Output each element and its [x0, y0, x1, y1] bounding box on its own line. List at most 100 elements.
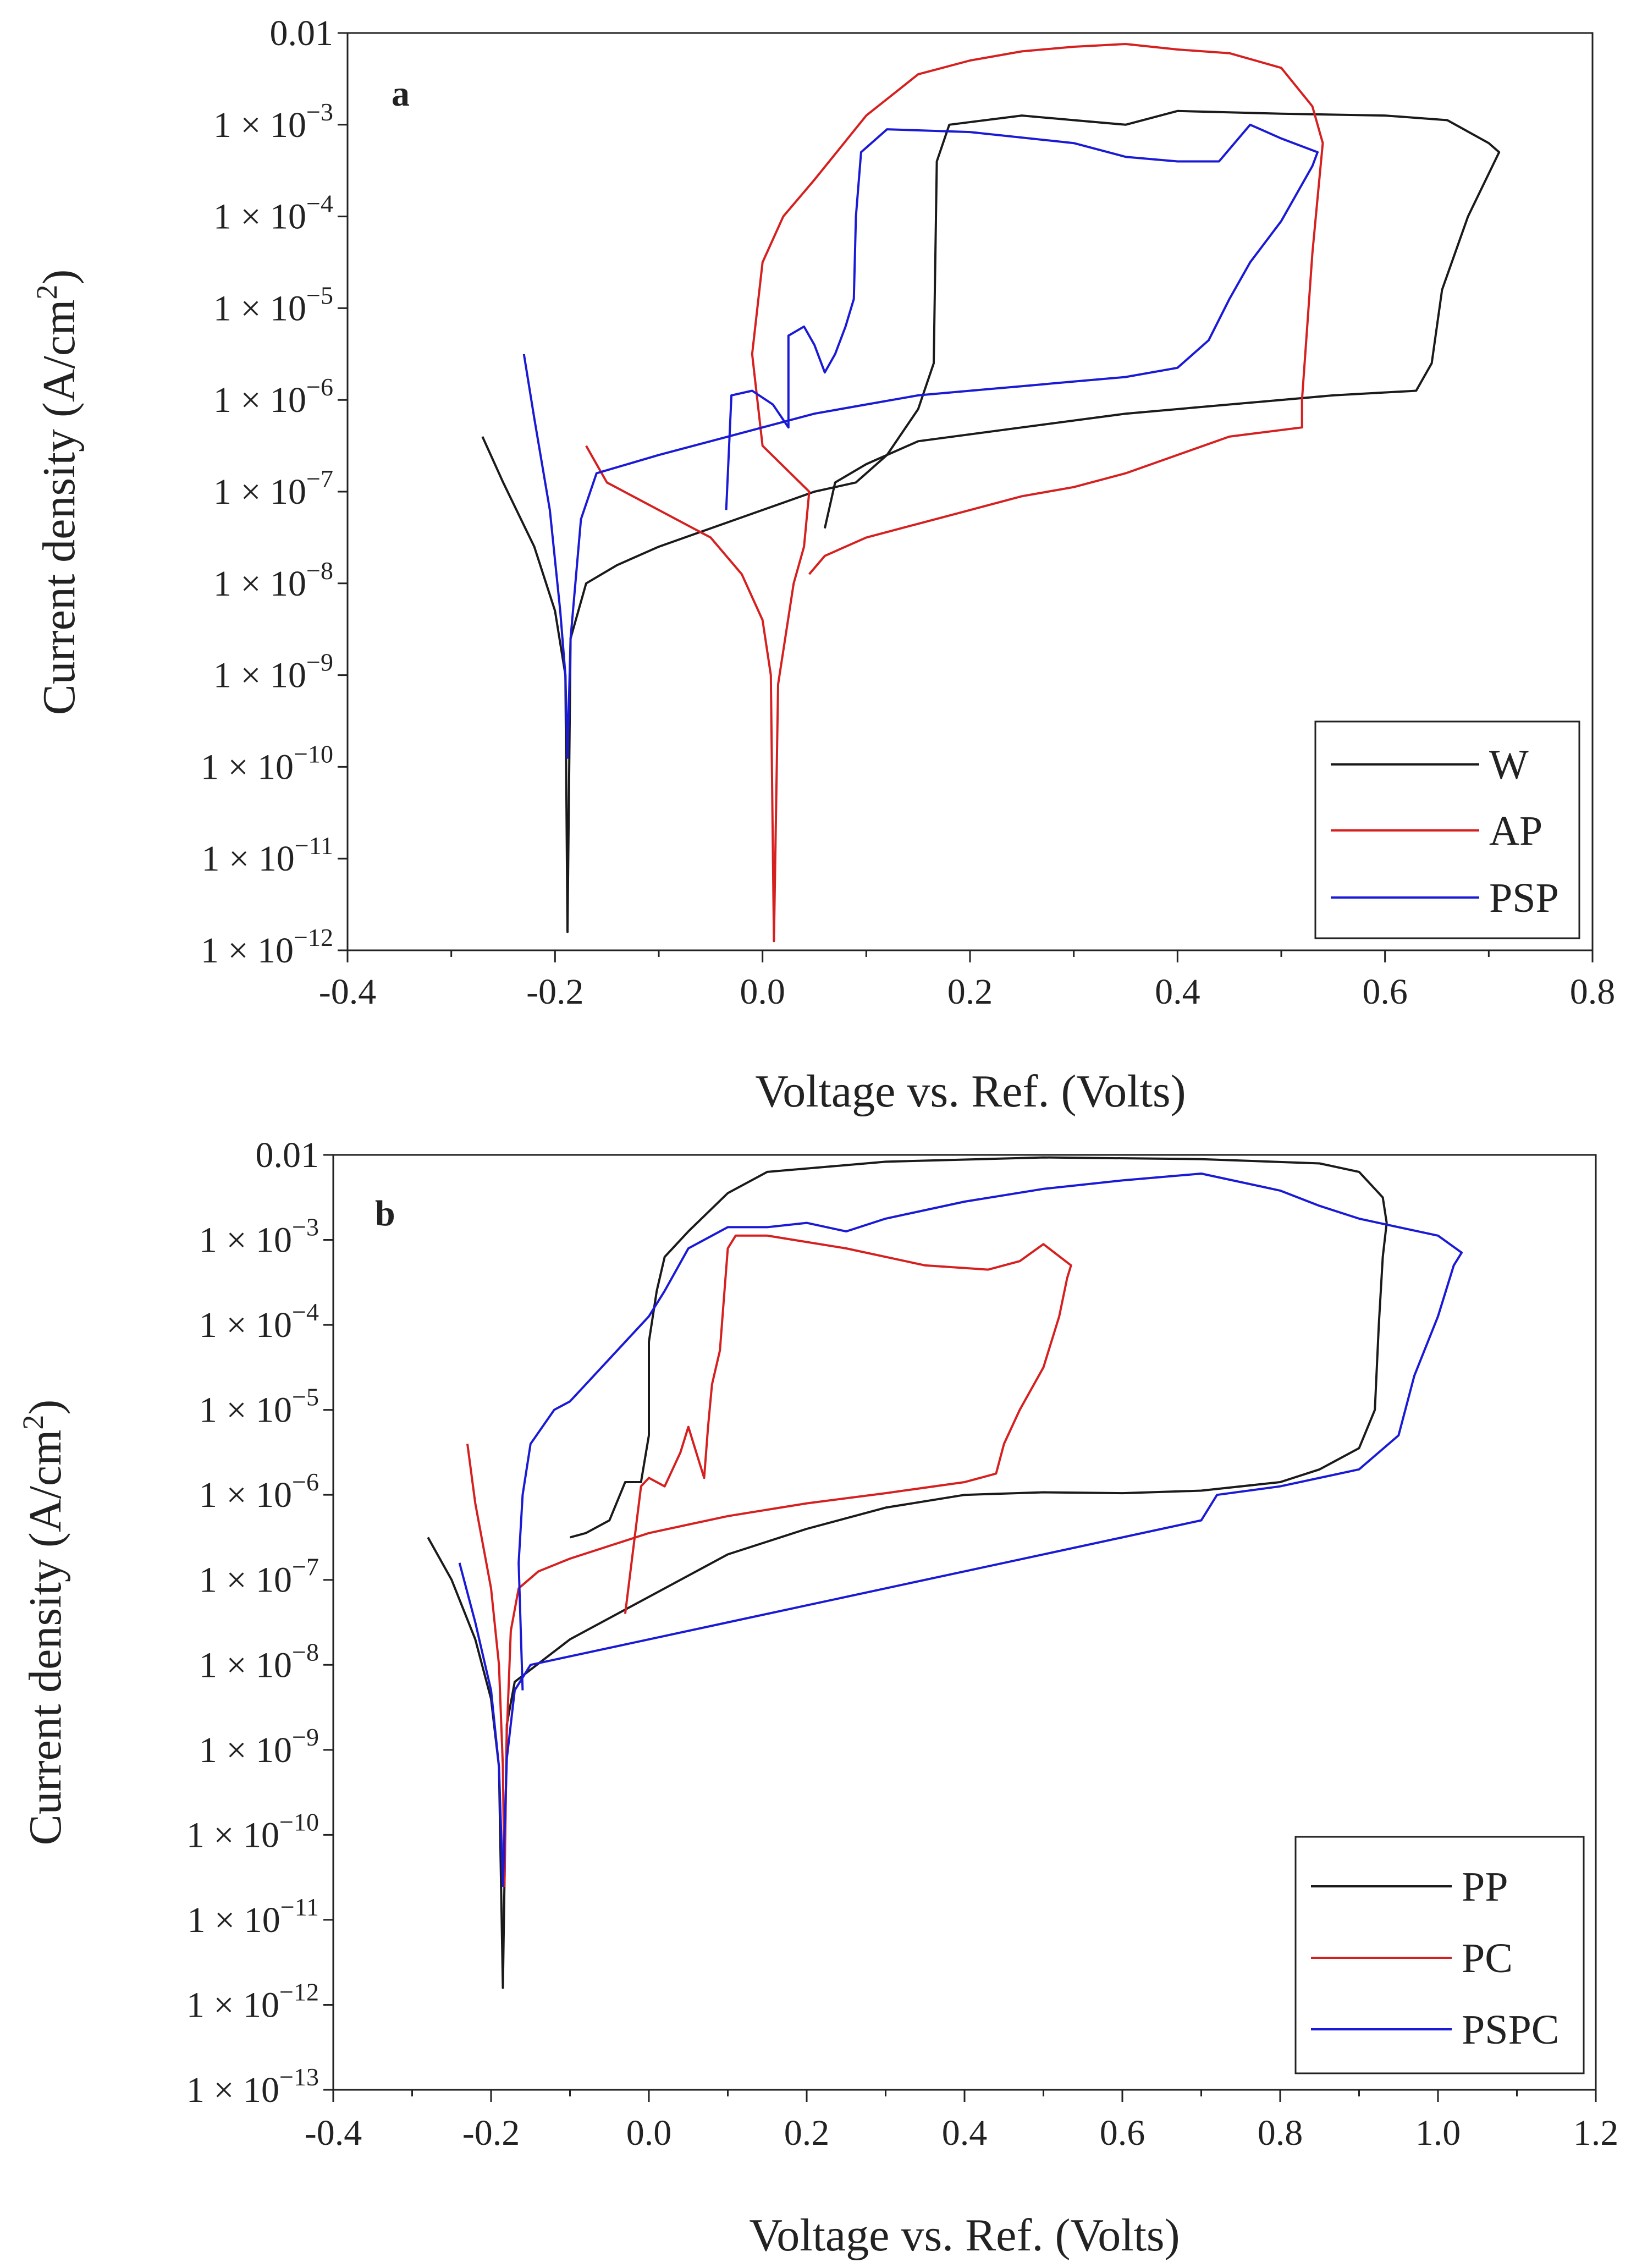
y-tick-label: 1 × 10−13 — [186, 2063, 319, 2110]
y-tick-label-base: 1 × 10 — [199, 1560, 292, 1600]
y-axis-title-a-end: ) — [34, 269, 85, 285]
y-tick-label-base: 1 × 10 — [186, 2070, 279, 2110]
y-tick-label-exponent: −10 — [294, 740, 333, 768]
legend-b: PP PC PSPC — [1294, 1836, 1585, 2074]
y-tick-label-exponent: −5 — [306, 281, 333, 309]
y-tick-label-base: 1 × 10 — [213, 564, 306, 604]
series-group-b — [427, 1156, 1463, 1989]
y-tick-label-exponent: −12 — [294, 923, 333, 951]
y-ticks-a: 0.011 × 10−31 × 10−41 × 10−51 × 10−61 × … — [201, 13, 348, 971]
y-tick-label: 1 × 10−8 — [213, 557, 333, 604]
series-line-pp — [427, 1156, 1388, 1989]
y-tick-label: 1 × 10−5 — [199, 1383, 319, 1430]
y-tick-label-base: 1 × 10 — [202, 839, 295, 879]
x-tick-label: 0.8 — [1570, 972, 1616, 1012]
y-axis-title-b-sup: 2 — [16, 1415, 49, 1430]
x-tick-label: 0.0 — [740, 972, 785, 1012]
x-tick-label: 0.6 — [1100, 2113, 1145, 2153]
y-tick-label-exponent: −3 — [306, 98, 333, 126]
x-tick-label: 0.6 — [1362, 972, 1408, 1012]
y-tick-label: 1 × 10−12 — [186, 1978, 319, 2025]
y-tick-label-exponent: −13 — [279, 2063, 319, 2091]
x-tick-label: 0.2 — [947, 972, 993, 1012]
legend-a: W AP PSP — [1314, 720, 1580, 939]
y-tick-label-base: 1 × 10 — [201, 747, 294, 787]
y-tick-label: 1 × 10−10 — [186, 1808, 319, 1855]
y-axis-title-b-end: ) — [20, 1400, 71, 1415]
y-axis-title-a-main: Current density (A/cm — [34, 300, 85, 715]
y-tick-label-exponent: −8 — [306, 557, 333, 585]
legend-label-ap: AP — [1489, 808, 1542, 854]
y-tick-label: 0.01 — [270, 13, 334, 53]
legend-label-pspc: PSPC — [1462, 2007, 1560, 2053]
y-tick-label-exponent: −7 — [306, 465, 333, 493]
y-tick-label-base: 1 × 10 — [199, 1730, 292, 1770]
y-axis-title-b: Current density (A/cm2) — [16, 1400, 71, 1846]
y-tick-label: 1 × 10−9 — [213, 648, 333, 696]
legend-label-psp: PSP — [1489, 875, 1559, 921]
y-axis-title-b-main: Current density (A/cm — [20, 1430, 71, 1846]
y-tick-label: 1 × 10−3 — [199, 1213, 319, 1260]
y-tick-label: 1 × 10−4 — [199, 1298, 319, 1345]
y-tick-label-exponent: −12 — [279, 1978, 319, 2006]
y-tick-label: 1 × 10−4 — [213, 190, 333, 237]
y-tick-label-base: 1 × 10 — [213, 380, 306, 420]
y-axis-title-a-sup: 2 — [30, 285, 63, 300]
y-tick-label-exponent: −9 — [306, 648, 333, 676]
panel-label-a: a — [392, 74, 410, 114]
y-axis-title-a: Current density (A/cm2) — [30, 269, 85, 715]
y-tick-label-exponent: −11 — [295, 832, 333, 860]
y-tick-label-exponent: −4 — [306, 190, 333, 218]
y-tick-label-base: 1 × 10 — [186, 1985, 279, 2025]
y-tick-label-exponent: −9 — [292, 1723, 319, 1751]
y-tick-label-base: 1 × 10 — [199, 1220, 292, 1260]
x-ticks-b: -0.4 -0.2 0.0 0.2 0.4 0.6 0.8 1.0 1.2 — [305, 2090, 1618, 2153]
y-tick-label-exponent: −3 — [292, 1213, 319, 1241]
y-tick-label-exponent: −10 — [279, 1808, 319, 1836]
x-tick-label: -0.2 — [462, 2113, 520, 2153]
series-line-pc — [466, 1234, 1072, 1887]
y-tick-label-exponent: −8 — [292, 1638, 319, 1666]
y-tick-label: 1 × 10−6 — [213, 373, 333, 420]
y-tick-label-exponent: −11 — [280, 1893, 319, 1921]
y-tick-label-base: 1 × 10 — [199, 1390, 292, 1430]
y-tick-label: 1 × 10−8 — [199, 1638, 319, 1685]
y-tick-label: 1 × 10−11 — [202, 832, 333, 879]
panel-a: a 0.011 × 10−31 × 10−41 × 10−51 × 10−61 … — [30, 13, 1615, 1117]
y-tick-label-base: 0.01 — [270, 13, 334, 53]
x-tick-label: 1.2 — [1573, 2113, 1619, 2153]
y-tick-label-base: 1 × 10 — [213, 472, 306, 512]
y-tick-label: 1 × 10−11 — [188, 1893, 319, 1940]
y-tick-label-base: 1 × 10 — [199, 1305, 292, 1345]
series-line-psp — [522, 123, 1319, 759]
y-tick-label: 1 × 10−7 — [213, 465, 333, 512]
x-tick-label: 0.8 — [1258, 2113, 1303, 2153]
y-tick-label: 1 × 10−5 — [213, 281, 333, 328]
x-tick-label: -0.4 — [305, 2113, 362, 2153]
series-group-a — [481, 43, 1501, 943]
y-tick-label: 1 × 10−3 — [213, 98, 333, 145]
y-tick-label-base: 1 × 10 — [213, 288, 306, 328]
y-tick-label: 1 × 10−7 — [199, 1553, 319, 1600]
x-tick-label: -0.4 — [319, 972, 376, 1012]
x-tick-label: 0.2 — [784, 2113, 830, 2153]
y-tick-label-exponent: −6 — [292, 1468, 319, 1496]
y-tick-label: 1 × 10−9 — [199, 1723, 319, 1770]
x-tick-label: 0.4 — [942, 2113, 988, 2153]
series-line-pspc — [458, 1172, 1463, 1887]
legend-label-pp: PP — [1462, 1864, 1508, 1910]
y-tick-label-base: 0.01 — [256, 1135, 319, 1175]
y-tick-label-base: 1 × 10 — [213, 105, 306, 145]
y-tick-label-exponent: −7 — [292, 1553, 319, 1581]
y-tick-label-exponent: −5 — [292, 1383, 319, 1411]
y-tick-label: 0.01 — [256, 1135, 319, 1175]
y-tick-label-base: 1 × 10 — [213, 197, 306, 237]
x-tick-label: 0.4 — [1155, 972, 1200, 1012]
y-tick-label-base: 1 × 10 — [188, 1900, 280, 1940]
legend-label-w: W — [1489, 742, 1529, 788]
y-tick-label-base: 1 × 10 — [199, 1645, 292, 1685]
legend-label-pc: PC — [1462, 1935, 1513, 1981]
y-tick-label-base: 1 × 10 — [186, 1815, 279, 1855]
y-tick-label: 1 × 10−6 — [199, 1468, 319, 1515]
panel-b: b 0.011 × 10−31 × 10−41 × 10−51 × 10−61 … — [16, 1135, 1618, 2261]
